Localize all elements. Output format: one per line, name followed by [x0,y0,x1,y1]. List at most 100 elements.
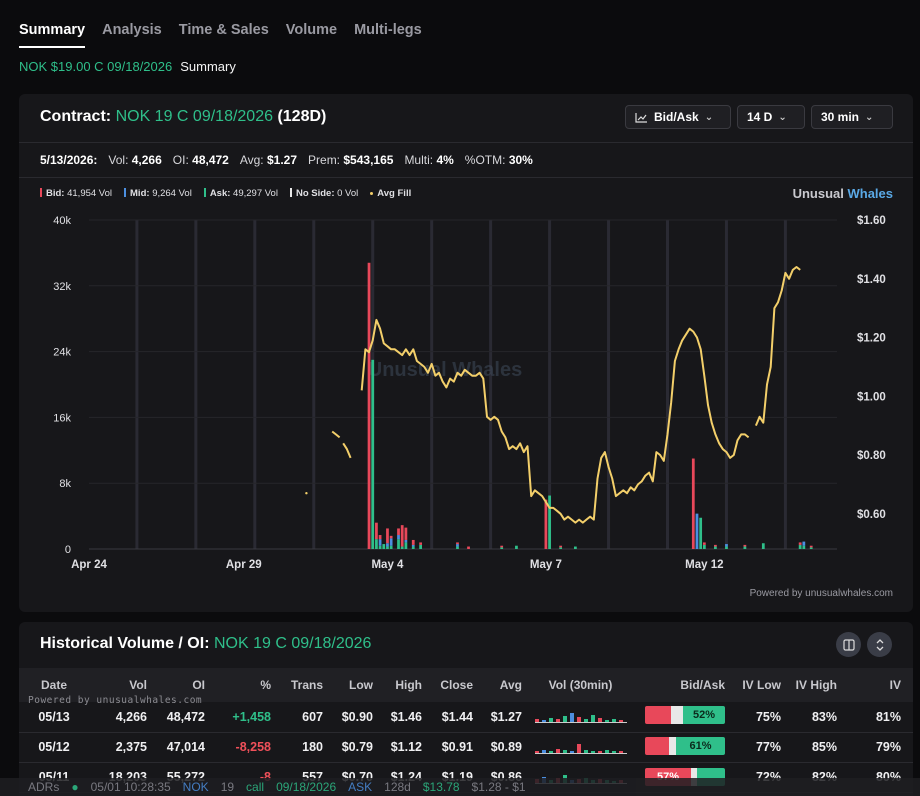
chevron-down-icon: ⌄ [778,111,787,123]
table-row[interactable]: 05/13 4,266 48,472 +1,458 607 $0.90 $1.46 $1.44… [19,702,913,732]
session-divider-7 [548,220,552,549]
cell-oi: 48,472 [166,709,205,724]
bar-bid-24 [714,544,717,547]
legend-avg-fill[interactable]: Avg Fill [370,188,411,199]
cell-iv_low: 77% [755,740,781,754]
bar-bid-26 [743,544,747,547]
ticker-symbol: NOK [182,780,209,794]
breadcrumb: NOK $19.00 C 09/18/2026 Summary [19,59,236,74]
bar-ask-4 [382,544,386,549]
y-left-tick-0: 40k [53,215,71,227]
col-date[interactable]: Date [40,678,67,692]
cell-avg: $0.89 [490,740,522,754]
col-low[interactable]: Low [349,678,373,692]
bar-ask-24 [714,546,717,549]
bar-ask-26 [743,546,747,549]
col-iv-low[interactable]: IV Low [742,678,781,692]
col-iv[interactable]: IV [889,678,901,692]
contract-label: Contract: [40,108,112,125]
col-bid-ask[interactable]: Bid/Ask [680,678,725,692]
bar-mid-7 [397,535,400,540]
avg-fill-line-3 [360,318,750,524]
range-dropdown[interactable]: 14 D ⌄ [737,105,805,129]
col-vol-30min[interactable]: Vol (30min) [548,678,613,692]
bar-bid-9 [404,527,408,540]
stats-date: 5/13/2026: [40,153,98,167]
col-oi[interactable]: OI [192,678,205,692]
bar-ask-10 [411,546,415,549]
columns-icon[interactable] [836,632,861,657]
col-close[interactable]: Close [440,678,473,692]
legend-ask[interactable]: Ask: 49,297 Vol [203,188,278,199]
bar-bid-5 [386,528,389,544]
tab-multi-legs[interactable]: Multi-legs [354,22,422,38]
cell-low: $0.90 [341,709,373,724]
y-right-tick-0: $1.60 [857,215,886,227]
bar-bid-6 [389,535,393,539]
col-high[interactable]: High [395,678,422,692]
tab-summary[interactable]: Summary [19,0,86,50]
col-trans[interactable]: Trans [290,678,323,692]
bar-bid-10 [411,539,415,545]
bar-ask-11 [419,544,423,549]
session-divider-8 [607,220,611,549]
table-row[interactable]: 05/12 2,375 47,014 -8,258 180 $0.79 $1.12 $0.91… [19,732,913,762]
y-left-tick-3: 16k [53,412,71,424]
mini-bar [569,750,574,753]
tab-volume[interactable]: Volume [285,22,338,38]
ticker-category: ADRs [28,780,60,794]
interval-dropdown[interactable]: 30 min ⌄ [811,105,893,129]
y-right-tick-2: $1.20 [857,333,886,345]
bar-bid-14 [500,545,504,548]
contract-days: (128D) [277,108,327,125]
mini-bar [618,720,623,723]
mini-bar [534,719,539,723]
bar-bid-18 [559,545,563,548]
chart-watermark: Unusual Whales [368,359,522,381]
y-left-tick-1: 32k [53,281,71,293]
col-vol[interactable]: Vol [129,678,147,692]
bar-mid-6 [389,538,393,546]
col-iv-high[interactable]: IV High [795,678,837,692]
bottom-ticker: ADRs ● 05/01 10:28:35 NOK 19 call 09/18/… [0,778,920,796]
powered-by: Powered by unusualwhales.com [749,588,893,599]
mini-bar [562,749,567,753]
tab-analysis[interactable]: Analysis [102,22,162,38]
cell-oi: 47,014 [166,740,205,754]
breadcrumb-contract[interactable]: NOK $19.00 C 09/18/2026 [19,59,173,74]
legend-mid[interactable]: Mid: 9,264 Vol [124,188,192,199]
sort-icon[interactable] [867,632,892,657]
mini-volume-chart [534,713,627,724]
bid-ask-dropdown[interactable]: Bid/Ask ⌄ [625,105,731,129]
bar-ask-30 [809,547,813,549]
legend-no-side[interactable]: No Side: 0 Vol [289,188,358,199]
col-avg[interactable]: Avg [499,678,522,692]
cell-high: $1.46 [390,709,422,724]
chevron-down-icon: ⌄ [865,111,874,123]
y-right-tick-1: $1.40 [857,274,886,286]
legend-bid[interactable]: Bid: 41,954 Vol [40,188,112,199]
col-pct[interactable]: % [260,678,271,692]
mini-volume-chart [534,743,627,754]
stats-vol: Vol: 4,266 [108,153,162,167]
tab-time-sales[interactable]: Time & Sales [178,22,269,38]
bar-ask-19 [574,546,577,549]
session-divider-9 [666,220,670,549]
mini-bar [611,719,616,723]
mini-bar [597,750,602,753]
avg-fill-line-4 [754,266,801,426]
cell-chg: -8,258 [235,740,271,754]
volume-avg-fill-chart: 40k 32k 24k 16k 8k 0 $1.60 $1.40 $1.20 $1.00 $0.80… [53,215,886,571]
cell-iv: 79% [875,740,901,754]
bar-bid-28 [798,542,802,545]
mini-bar [541,720,546,723]
mini-bar [541,749,546,753]
hist-title: Historical Volume / OI: NOK 19 C 09/18/2… [40,635,372,652]
session-divider-6 [489,220,493,549]
cell-chg: -8 [259,770,271,784]
brand-logo: Unusual Whales [792,186,893,201]
bar-ask-22 [699,517,703,549]
mini-bar [576,717,581,723]
bar-bid-2 [375,522,378,540]
bar-bid-7 [397,528,400,536]
